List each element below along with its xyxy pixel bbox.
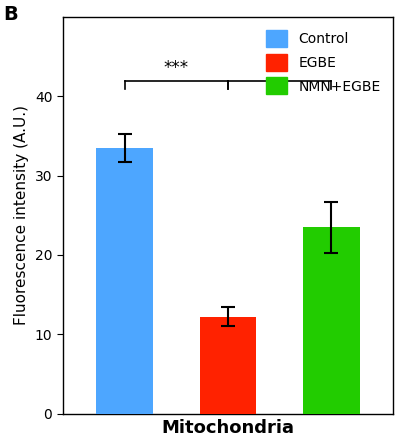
X-axis label: Mitochondria: Mitochondria (162, 419, 294, 437)
Text: B: B (3, 5, 18, 24)
Text: ***: *** (164, 59, 189, 77)
Bar (303, 227, 360, 413)
Y-axis label: Fluorescence intensity (A.U.): Fluorescence intensity (A.U.) (14, 105, 29, 325)
Bar (96, 148, 153, 413)
Legend: Control, EGBE, NMN+EGBE: Control, EGBE, NMN+EGBE (261, 24, 386, 100)
Text: **: ** (271, 59, 288, 77)
Bar (200, 317, 256, 413)
